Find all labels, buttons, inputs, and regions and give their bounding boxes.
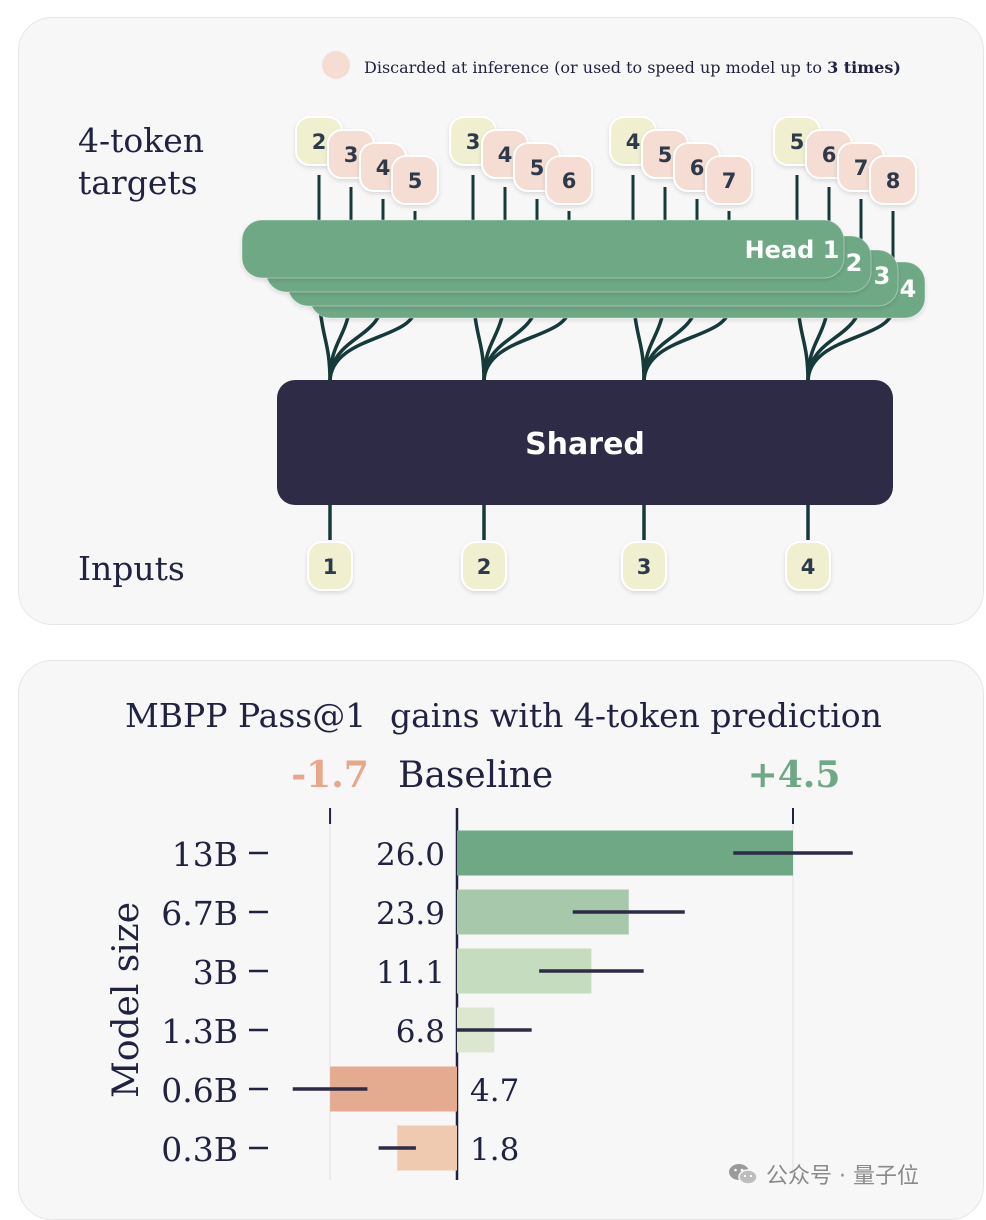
inputs-label: Inputs bbox=[78, 549, 185, 588]
category-label: 0.3B bbox=[161, 1130, 238, 1169]
target-token-bubble bbox=[391, 155, 439, 205]
baseline-label: Baseline bbox=[398, 755, 553, 796]
input-token-label: 4 bbox=[801, 555, 816, 579]
target-token-label: 6 bbox=[690, 156, 705, 180]
multi-token-diagram: Discarded at inference (or used to speed… bbox=[78, 51, 926, 591]
baseline-value: 1.8 bbox=[470, 1132, 519, 1168]
shared-trunk bbox=[277, 380, 893, 505]
targets-label-line2: targets bbox=[78, 163, 198, 202]
min-gain-label: -1.7 bbox=[291, 754, 369, 796]
baseline-value: 6.8 bbox=[396, 1014, 445, 1050]
head-label-4: 4 bbox=[900, 275, 917, 303]
input-token-bubble bbox=[785, 541, 831, 591]
input-token-bubble bbox=[621, 541, 667, 591]
input-token-bubble bbox=[307, 541, 353, 591]
wechat-icon bbox=[728, 1162, 758, 1186]
category-label: 0.6B bbox=[161, 1071, 238, 1110]
head-1-block bbox=[241, 219, 845, 279]
target-token-label: 6 bbox=[822, 143, 837, 167]
category-label: 13B bbox=[172, 835, 238, 874]
input-token-label: 1 bbox=[323, 555, 338, 579]
chart-panel bbox=[18, 660, 984, 1220]
bars bbox=[292, 830, 853, 1171]
target-token-label: 2 bbox=[312, 130, 327, 154]
target-token-bubble bbox=[545, 155, 593, 205]
target-token-label: 3 bbox=[466, 130, 481, 154]
watermark: 公众号 · 量子位 bbox=[728, 1158, 919, 1190]
input-token-label: 3 bbox=[637, 555, 652, 579]
target-token-label: 4 bbox=[498, 143, 513, 167]
target-token-label: 5 bbox=[530, 156, 545, 180]
target-token-label: 3 bbox=[344, 143, 359, 167]
target-token-bubble bbox=[869, 155, 917, 205]
discarded-token-legend-icon bbox=[322, 51, 350, 79]
category-label: 6.7B bbox=[161, 894, 238, 933]
head-label-3: 3 bbox=[874, 262, 891, 290]
target-token-bubble bbox=[705, 155, 753, 205]
target-token-label: 4 bbox=[626, 130, 641, 154]
head-label-1: Head 1 bbox=[745, 236, 840, 264]
input-token-label: 2 bbox=[477, 555, 492, 579]
target-token-label: 5 bbox=[408, 169, 423, 193]
shared-label: Shared bbox=[525, 427, 645, 462]
chart-title-part2: gains with 4-token prediction bbox=[390, 696, 882, 735]
head-label-2: 2 bbox=[846, 249, 863, 277]
target-token-label: 5 bbox=[658, 143, 673, 167]
category-label: 1.3B bbox=[161, 1012, 238, 1051]
bar-labels: 13B 26.0 6.7B 23.9 3B 11.1 1.3B 6.8 0.6B 4.7 0.3B 1… bbox=[161, 835, 519, 1169]
input-tokens: 1 2 3 4 bbox=[307, 505, 831, 591]
chart-title-part1: MBPP Pass@1 bbox=[125, 696, 366, 735]
targets-label-line1: 4-token bbox=[78, 121, 204, 160]
baseline-value: 23.9 bbox=[376, 896, 445, 932]
target-token-label: 8 bbox=[886, 169, 901, 193]
baseline-value: 11.1 bbox=[376, 955, 445, 991]
y-axis-label: Model size bbox=[106, 902, 147, 1098]
target-token-label: 7 bbox=[722, 169, 737, 193]
baseline-value: 4.7 bbox=[470, 1073, 519, 1109]
target-token-label: 6 bbox=[562, 169, 577, 193]
baseline-value: 26.0 bbox=[376, 837, 445, 873]
input-token-bubble bbox=[461, 541, 507, 591]
target-token-label: 7 bbox=[854, 156, 869, 180]
target-token-label: 4 bbox=[376, 156, 391, 180]
legend-text: Discarded at inference (or used to speed… bbox=[364, 58, 901, 77]
target-token-label: 5 bbox=[790, 130, 805, 154]
category-label: 3B bbox=[193, 953, 238, 992]
max-gain-label: +4.5 bbox=[748, 754, 841, 796]
watermark-text: 公众号 · 量子位 bbox=[766, 1164, 919, 1189]
